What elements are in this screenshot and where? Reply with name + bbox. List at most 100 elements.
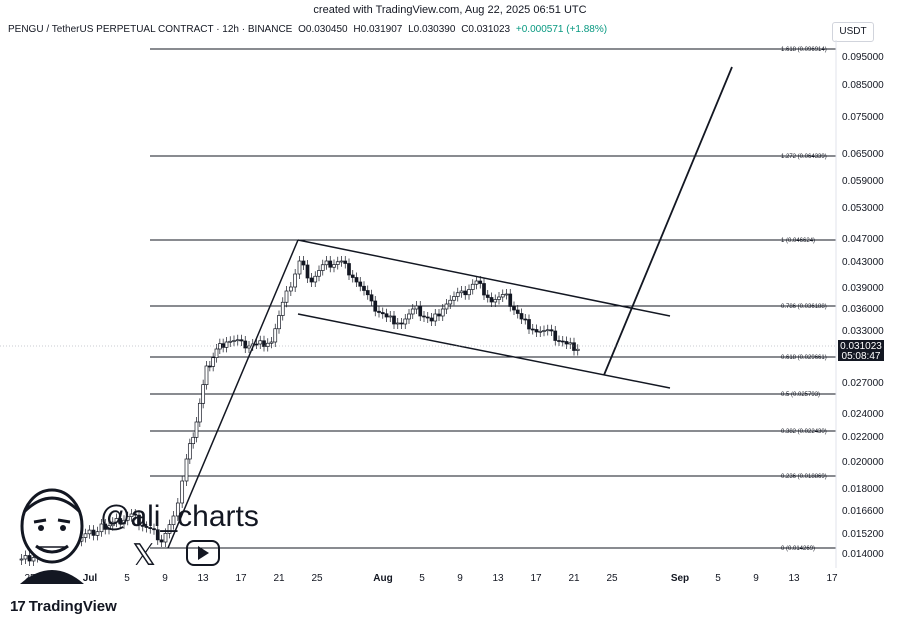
price-axis-label: 0.016600 xyxy=(842,506,884,517)
candle-body xyxy=(354,277,359,283)
candle-body xyxy=(171,515,176,526)
candle-body xyxy=(335,261,340,265)
channel-upper-line xyxy=(297,239,671,317)
trendlines xyxy=(167,66,733,549)
candle-body xyxy=(163,532,168,543)
candle-body xyxy=(527,319,531,330)
candle-body xyxy=(140,524,145,527)
candle-body xyxy=(232,340,236,342)
candle-body xyxy=(83,533,88,538)
price-axis-label: 0.095000 xyxy=(842,52,884,63)
candle-body xyxy=(133,513,138,516)
candle-body xyxy=(217,343,222,350)
candle-body xyxy=(422,315,426,318)
channel-lower-line xyxy=(297,313,671,389)
price-axis-label: 0.065000 xyxy=(842,149,884,160)
ohlc-open: O0.030450 xyxy=(298,24,348,35)
candle-body xyxy=(557,340,561,342)
time-axis-label: Sep xyxy=(671,573,689,584)
fib-level-label: 0.5 (0.025793) xyxy=(781,392,820,398)
fib-level-label: 1.618 (0.096914) xyxy=(781,47,827,53)
candle-body xyxy=(478,280,483,284)
candle-body xyxy=(380,312,385,315)
candle-body xyxy=(273,328,278,343)
price-axis-label: 0.020000 xyxy=(842,457,884,468)
candle-body xyxy=(508,293,513,307)
candle-body xyxy=(324,260,329,266)
impulse-trendline xyxy=(167,239,299,549)
price-axis-label: 0.075000 xyxy=(842,112,884,123)
candle-body xyxy=(407,313,411,320)
candle-body xyxy=(358,281,363,287)
tradingview-logo-icon: 17 xyxy=(10,598,26,615)
candle-body xyxy=(288,286,293,292)
candle-body xyxy=(553,330,558,341)
candle-body xyxy=(280,301,285,316)
candle-body xyxy=(395,322,400,325)
candle-body xyxy=(239,339,244,342)
author-handle: @ali_charts xyxy=(100,500,259,533)
time-axis-label: 25 xyxy=(311,573,323,584)
candle-body xyxy=(297,260,302,275)
ohlc-low: L0.030390 xyxy=(408,24,456,35)
candle-body xyxy=(137,514,141,526)
currency-button[interactable]: USDT xyxy=(832,22,874,42)
candle-body xyxy=(392,315,396,325)
candle-body xyxy=(350,274,355,278)
candle-body xyxy=(99,523,104,533)
candle-body xyxy=(317,270,321,277)
candle-body xyxy=(418,305,423,317)
time-axis-label: 17 xyxy=(826,573,838,584)
brand-name: TradingView xyxy=(28,598,117,615)
price-axis-label: 0.033000 xyxy=(842,326,884,337)
symbol-header: PENGU / TetherUS PERPETUAL CONTRACT · 12… xyxy=(8,24,610,35)
candle-body xyxy=(343,260,348,264)
candle-body xyxy=(414,305,419,310)
time-axis-label: Aug xyxy=(373,573,392,584)
fib-level-label: 0.618 (0.029661) xyxy=(781,355,827,361)
ohlc-change: +0.000571 (+1.88%) xyxy=(515,24,608,35)
fibonacci-levels: 1.618 (0.096914) 1.272 (0.064339) 1 (0.046… xyxy=(150,47,836,552)
candle-body xyxy=(425,316,430,319)
candle-body xyxy=(23,555,28,560)
candle-body xyxy=(452,296,456,301)
candlesticks xyxy=(19,256,580,566)
candle-body xyxy=(320,264,325,271)
candle-body xyxy=(269,341,274,344)
play-icon xyxy=(198,546,209,560)
fib-level-label: 1.272 (0.064339) xyxy=(781,154,827,160)
candle-body xyxy=(497,296,501,300)
candle-body xyxy=(19,558,24,561)
candle-body xyxy=(369,294,374,302)
candle-body xyxy=(144,526,149,528)
candle-body xyxy=(103,523,108,530)
candle-body xyxy=(191,436,196,445)
candle-body xyxy=(155,529,160,541)
candle-body xyxy=(459,290,464,294)
fib-level-label: 0 (0.014269) xyxy=(781,546,815,552)
candle-body xyxy=(530,328,535,331)
symbol-title[interactable]: PENGU / TetherUS PERPETUAL CONTRACT · 12… xyxy=(8,24,293,35)
time-axis-label: 13 xyxy=(197,573,209,584)
fib-level-label: 1 (0.046624) xyxy=(781,238,815,244)
candle-body xyxy=(470,283,475,290)
candle-body xyxy=(519,313,524,320)
candle-body xyxy=(564,341,569,345)
candle-body xyxy=(575,348,580,351)
price-tag: 0.031023 05:08:47 xyxy=(838,340,884,362)
candle-body xyxy=(309,277,314,283)
candle-body xyxy=(362,285,366,291)
candle-body xyxy=(332,264,336,268)
candle-body xyxy=(388,315,393,318)
candle-body xyxy=(107,525,111,530)
candle-body xyxy=(474,280,479,285)
candle-body xyxy=(114,518,119,523)
time-axis-label: 17 xyxy=(235,573,247,584)
candle-body xyxy=(448,299,453,305)
time-axis-label: 17 xyxy=(530,573,542,584)
tradingview-brand: 17 TradingView xyxy=(10,598,117,615)
candle-body xyxy=(347,263,351,276)
candle-body xyxy=(399,322,404,325)
candle-body xyxy=(437,313,441,317)
